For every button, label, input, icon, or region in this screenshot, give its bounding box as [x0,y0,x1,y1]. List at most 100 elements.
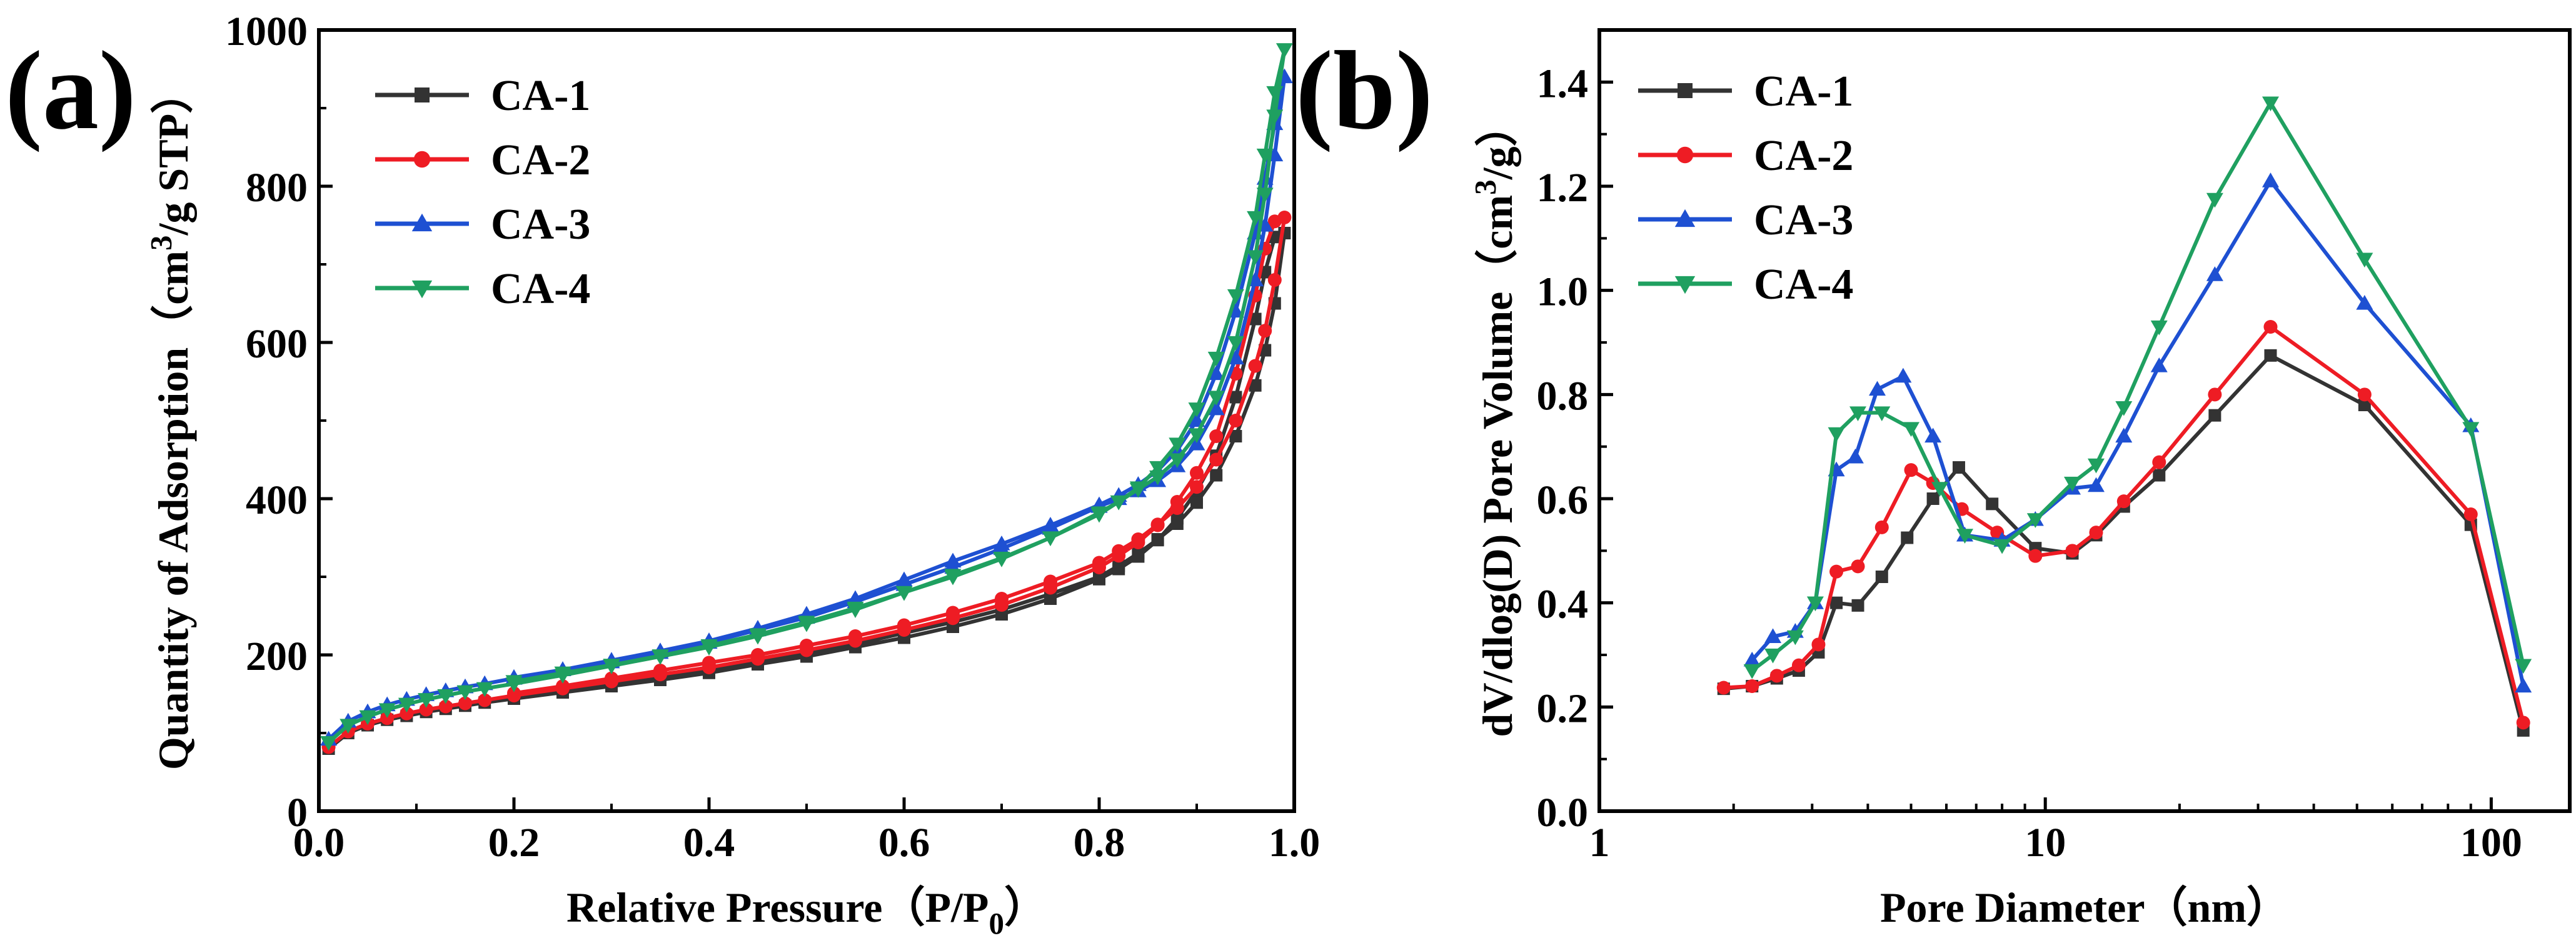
data-point [1903,422,1920,437]
data-point [1229,414,1243,427]
y-tick-label: 0.0 [1537,790,1589,836]
data-point [1112,544,1126,558]
data-point [1207,400,1225,416]
data-point [603,659,620,674]
series-line [327,231,1287,751]
data-point [1931,482,1948,497]
series-line [327,47,1287,744]
x-tick-label: 10 [2025,820,2066,866]
data-point [652,649,669,664]
data-point [1042,531,1059,546]
data-point [1227,336,1244,351]
legend-label: CA-2 [1754,132,1853,180]
data-point [419,702,433,717]
data-point [993,552,1010,567]
x-tick-label: 100 [2460,820,2522,866]
data-point [1151,533,1164,546]
data-point [1112,559,1125,572]
legend-marker [1674,209,1696,227]
data-point [1110,495,1127,511]
data-point [2357,387,2372,402]
legend-label: CA-4 [1754,261,1853,309]
data-point [798,616,815,631]
legend-item-ca-4: CA-4 [375,265,590,313]
data-point [1849,406,1867,421]
legend-label: CA-1 [491,72,590,120]
data-point [2208,409,2221,422]
data-point [2206,266,2223,281]
series-ca-4 [1743,96,2532,679]
legend-label: CA-1 [1754,67,1853,116]
data-point [1149,470,1167,486]
x-tick-label: 0.6 [878,820,930,866]
data-point [556,679,570,693]
data-point [1256,187,1274,202]
data-point [2115,427,2133,443]
x-tick-label: 0.0 [293,820,345,866]
data-point [1986,497,1999,511]
data-point [478,693,492,707]
data-point [359,710,376,726]
legend-marker [1676,146,1694,164]
data-point [437,689,455,704]
legend-marker [415,87,430,102]
legend-label: CA-4 [491,265,590,313]
data-point [1745,679,1759,693]
data-point [897,618,911,632]
data-point [1743,664,1761,679]
y-tick-label: 1.0 [1537,269,1589,315]
data-point [1149,461,1167,476]
data-point [653,664,667,677]
data-point [847,601,864,617]
data-point [1851,559,1865,574]
data-point [2462,422,2480,437]
data-point [1188,402,1205,417]
data-point [1266,109,1284,124]
data-point [2065,544,2080,558]
data-point [1093,571,1105,583]
data-point [554,666,571,682]
data-point [1249,379,1262,392]
data-point [340,719,357,734]
data-point [1904,463,1918,477]
data-point [2263,320,2278,334]
data-point [1267,273,1282,287]
legend-item-ca-1: CA-1 [375,72,590,120]
plot-frame [1597,28,2572,813]
data-point [2028,549,2043,563]
panel-a: (a) 0 200 400 600 800 1000 0.0 0.2 0.4 0.6 0.8 1.0 Re… [5,9,1320,941]
data-point [2516,716,2530,730]
panel-b: (b) 0.0 0.2 0.4 0.6 0.8 1.0 1.2 1.4 1 10 100 Pore Di… [1296,28,2572,931]
series-line [1751,101,2525,672]
data-point [1266,86,1284,101]
data-point [2206,192,2223,208]
y-tick-label: 0.4 [1537,582,1589,627]
data-point [2356,295,2373,310]
data-point [1952,461,1965,474]
legend-item-ca-2: CA-2 [1638,132,1853,180]
data-point [2087,477,2105,492]
data-point [458,696,472,711]
series-ca-3 [1743,172,2532,693]
y-tick-label: 0.2 [1537,686,1589,731]
data-point [1764,628,1782,643]
data-point [1256,148,1274,164]
data-point [2153,469,2166,482]
data-point [1044,574,1057,589]
panel-label: (a) [5,28,136,152]
data-point [944,570,962,586]
data-point [507,686,521,701]
data-point [2262,172,2279,187]
data-point [1873,406,1891,421]
legend-marker [411,280,433,299]
data-point [2087,458,2105,474]
data-point [1170,501,1184,515]
data-point [1129,482,1147,498]
series-line [1723,325,2525,724]
data-point [1190,466,1204,480]
x-tick-label: 0.2 [488,820,540,866]
data-point [1247,250,1264,265]
data-point [418,693,435,708]
legend-marker [1678,83,1693,98]
